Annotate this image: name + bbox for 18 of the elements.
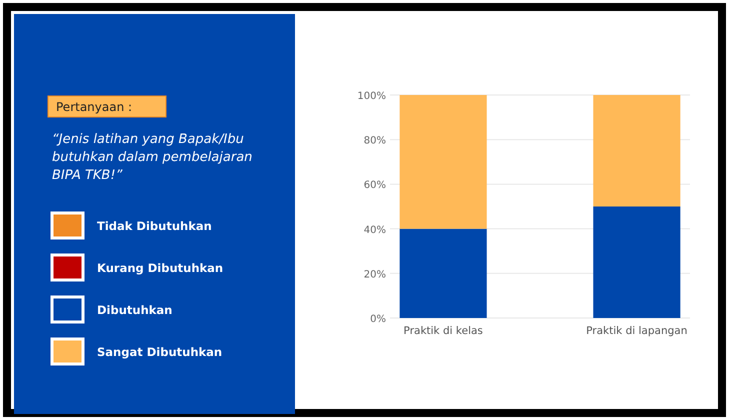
legend-label: Kurang Dibutuhkan [97, 261, 224, 275]
legend-label: Dibutuhkan [97, 303, 172, 317]
bar [593, 95, 680, 206]
bar [400, 95, 487, 229]
text: Pertanyaan : [56, 100, 132, 114]
y-tick-label: 40% [364, 224, 386, 236]
bar [593, 206, 680, 318]
x-tick-label: Praktik di kelas [404, 325, 483, 337]
y-tick-label: 0% [370, 314, 386, 325]
bar [400, 228, 487, 318]
legend-label: Tidak Dibutuhkan [97, 219, 212, 233]
x-tick-label: Praktik di lapangan [586, 325, 688, 337]
text: “Jenis latihan yang Bapak/Ibu butuhkan dalam pembelajaran BIPA TKB!” [52, 132, 252, 183]
y-tick-label: 100% [357, 91, 386, 102]
legend-label: Sangat Dibutuhkan [97, 345, 222, 359]
y-tick-label: 20% [364, 269, 386, 280]
y-tick-label: 60% [364, 180, 386, 192]
y-tick-label: 80% [364, 136, 386, 147]
